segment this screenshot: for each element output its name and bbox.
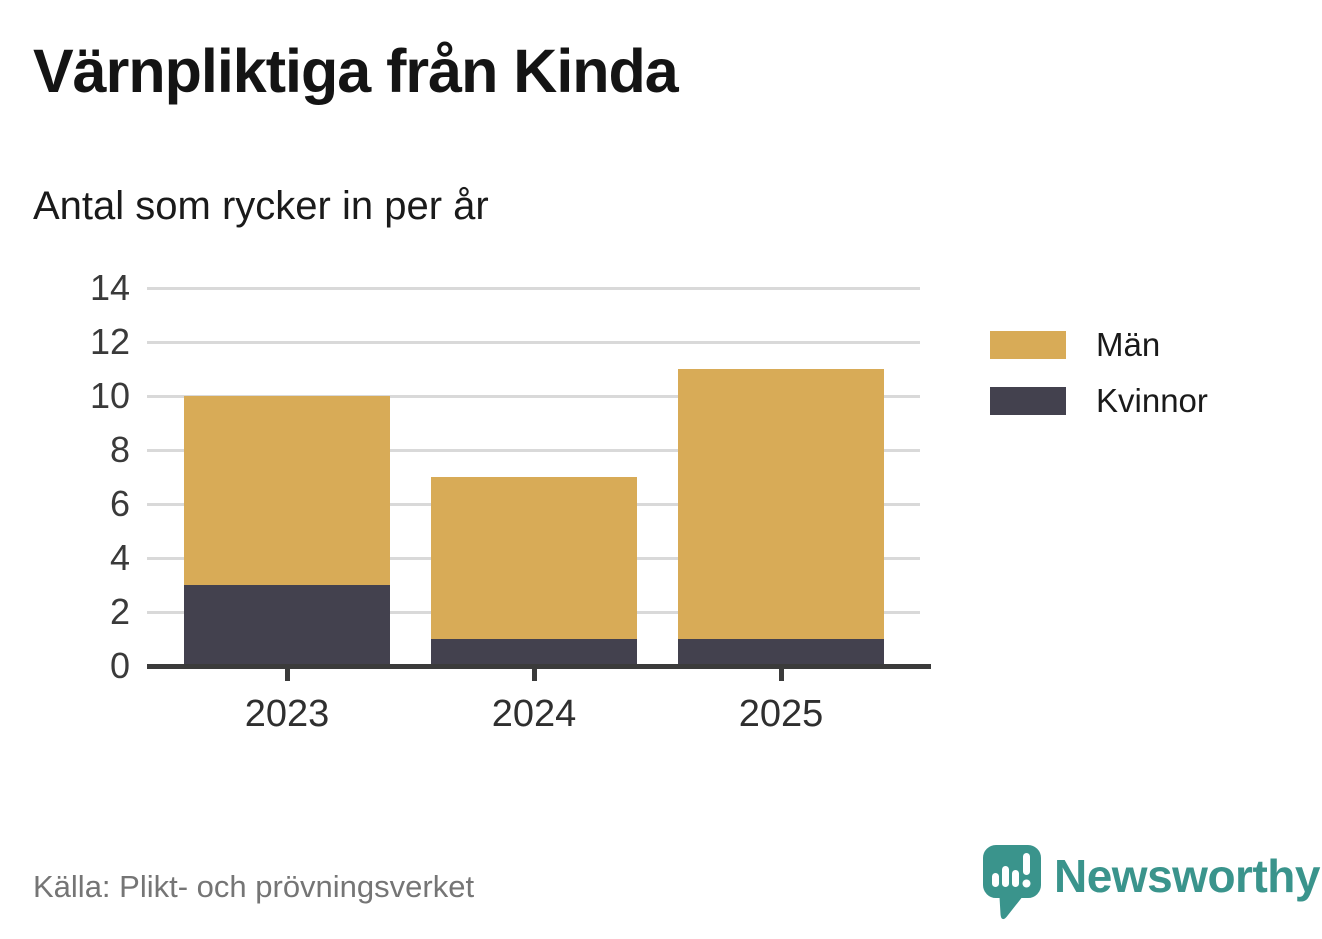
chart-title: Värnpliktiga från Kinda (33, 37, 679, 105)
legend-item-kvinnor: Kvinnor (990, 382, 1208, 419)
bar-segment-män-2023 (184, 396, 390, 585)
chart-subtitle: Antal som rycker in per år (33, 184, 489, 228)
bar-segment-kvinnor-2023 (184, 585, 390, 666)
bar-segment-män-2024 (431, 477, 637, 639)
x-axis-tick-2025 (778, 669, 784, 681)
legend-swatch-män (990, 331, 1066, 359)
y-tick-label-10: 10 (89, 375, 130, 416)
newsworthy-speech-bubble-bar-chart-icon (983, 845, 1043, 928)
y-tick-label-12: 12 (89, 321, 130, 362)
y-tick-label-2: 2 (109, 591, 130, 632)
x-axis-tick-2024 (531, 669, 537, 681)
x-tick-label-2024: 2024 (491, 693, 577, 735)
legend-swatch-kvinnor (990, 387, 1066, 415)
legend-label-män: Män (1096, 326, 1161, 363)
gridline-y14 (147, 286, 920, 290)
x-axis-line (147, 664, 931, 669)
bar-segment-män-2025 (678, 369, 884, 639)
gridline-y12 (147, 340, 920, 344)
y-tick-label-0: 0 (109, 645, 130, 686)
newsworthy-logo-link[interactable]: Newsworthy (983, 845, 1320, 928)
y-tick-label-6: 6 (109, 483, 130, 524)
x-axis-tick-2023 (284, 669, 290, 681)
legend: Män Kvinnor (990, 326, 1208, 443)
y-tick-label-8: 8 (109, 429, 130, 470)
legend-item-män: Män (990, 326, 1208, 363)
source-note: Källa: Plikt- och prövningsverket (33, 869, 475, 904)
bar-segment-kvinnor-2025 (678, 639, 884, 666)
x-tick-label-2025: 2025 (738, 693, 824, 735)
newsworthy-wordmark: Newsworthy (1054, 850, 1320, 902)
legend-label-kvinnor: Kvinnor (1096, 382, 1208, 419)
x-tick-label-2023: 2023 (244, 693, 330, 735)
gridline-y10 (147, 394, 920, 398)
y-tick-label-4: 4 (109, 537, 130, 578)
bar-segment-kvinnor-2024 (431, 639, 637, 666)
y-tick-label-14: 14 (89, 267, 130, 308)
gridline-y8 (147, 448, 920, 452)
